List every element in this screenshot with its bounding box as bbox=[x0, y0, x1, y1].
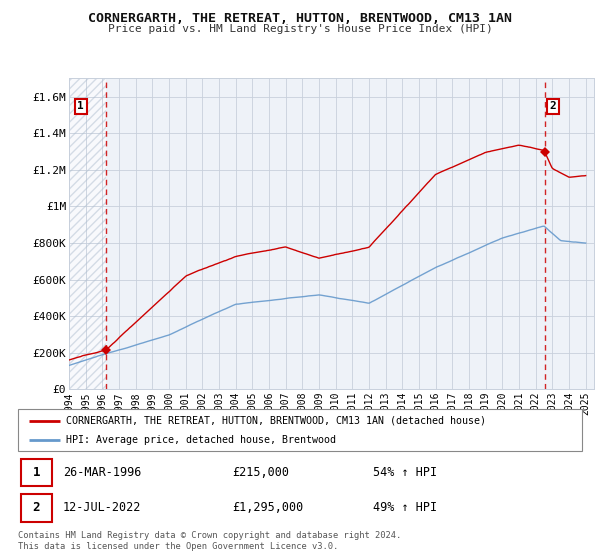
Text: £1,295,000: £1,295,000 bbox=[232, 501, 304, 515]
Text: Contains HM Land Registry data © Crown copyright and database right 2024.
This d: Contains HM Land Registry data © Crown c… bbox=[18, 531, 401, 551]
FancyBboxPatch shape bbox=[21, 459, 52, 486]
FancyBboxPatch shape bbox=[21, 494, 52, 521]
Text: CORNERGARTH, THE RETREAT, HUTTON, BRENTWOOD, CM13 1AN (detached house): CORNERGARTH, THE RETREAT, HUTTON, BRENTW… bbox=[66, 416, 486, 426]
Text: 1: 1 bbox=[77, 101, 84, 111]
Text: CORNERGARTH, THE RETREAT, HUTTON, BRENTWOOD, CM13 1AN: CORNERGARTH, THE RETREAT, HUTTON, BRENTW… bbox=[88, 12, 512, 25]
Text: HPI: Average price, detached house, Brentwood: HPI: Average price, detached house, Bren… bbox=[66, 435, 336, 445]
Text: 1: 1 bbox=[32, 466, 40, 479]
Bar bbox=[69, 78, 106, 389]
Text: 12-JUL-2022: 12-JUL-2022 bbox=[63, 501, 142, 515]
Text: Price paid vs. HM Land Registry's House Price Index (HPI): Price paid vs. HM Land Registry's House … bbox=[107, 24, 493, 34]
FancyBboxPatch shape bbox=[18, 409, 582, 451]
Text: 2: 2 bbox=[32, 501, 40, 515]
Text: 54% ↑ HPI: 54% ↑ HPI bbox=[373, 466, 437, 479]
Bar bbox=[69, 78, 106, 389]
Text: 49% ↑ HPI: 49% ↑ HPI bbox=[373, 501, 437, 515]
Text: £215,000: £215,000 bbox=[232, 466, 289, 479]
Text: 2: 2 bbox=[550, 101, 556, 111]
Text: 26-MAR-1996: 26-MAR-1996 bbox=[63, 466, 142, 479]
